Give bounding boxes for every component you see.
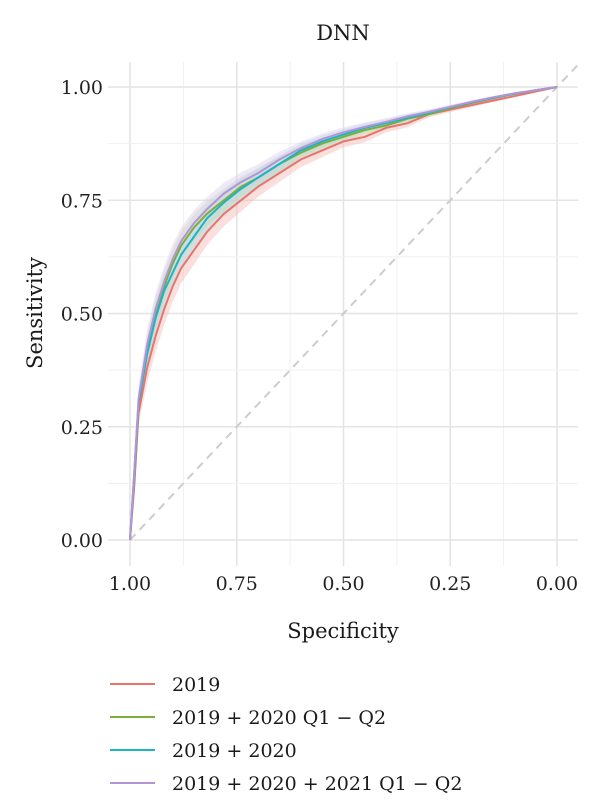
roc-curves xyxy=(129,86,558,541)
x-axis-title: Specificity xyxy=(287,619,399,643)
confidence-band-series-1 xyxy=(130,87,557,540)
y-tick-label: 0.00 xyxy=(61,530,103,552)
x-axis-ticks: 1.00 0.75 0.50 0.25 0.00 xyxy=(109,573,578,595)
x-tick-label: 0.00 xyxy=(536,573,578,595)
legend-label: 2019 xyxy=(172,674,220,696)
y-axis-title: Sensitivity xyxy=(23,257,47,369)
y-tick-label: 1.00 xyxy=(61,77,103,99)
reference-diagonal xyxy=(129,60,582,541)
y-tick-label: 0.50 xyxy=(61,304,103,326)
legend-label: 2019 + 2020 Q1 − Q2 xyxy=(172,707,386,729)
legend-item: 2019 + 2020 xyxy=(110,740,297,762)
legend: 2019 2019 + 2020 Q1 − Q2 2019 + 2020 2019 +… xyxy=(110,674,462,795)
x-tick-label: 0.50 xyxy=(322,573,364,595)
legend-label: 2019 + 2020 + 2021 Q1 − Q2 xyxy=(172,773,462,795)
confidence-band-series-3 xyxy=(130,87,557,540)
x-tick-label: 0.75 xyxy=(216,573,258,595)
x-tick-label: 1.00 xyxy=(109,573,151,595)
x-tick-label: 0.25 xyxy=(429,573,471,595)
y-axis-ticks: 0.00 0.25 0.50 0.75 1.00 xyxy=(61,77,103,552)
legend-item: 2019 + 2020 Q1 − Q2 xyxy=(110,707,386,729)
legend-item: 2019 + 2020 + 2021 Q1 − Q2 xyxy=(110,773,462,795)
confidence-band-series-2 xyxy=(130,87,557,540)
confidence-bands xyxy=(130,87,557,540)
y-tick-label: 0.75 xyxy=(61,190,103,212)
chart-title: DNN xyxy=(316,21,370,45)
roc-line-series-1 xyxy=(129,86,558,541)
legend-label: 2019 + 2020 xyxy=(172,740,297,762)
roc-line-series-4 xyxy=(129,86,558,541)
y-tick-label: 0.25 xyxy=(61,417,103,439)
legend-item: 2019 xyxy=(110,674,220,696)
diagonal-reference-line xyxy=(129,60,582,541)
